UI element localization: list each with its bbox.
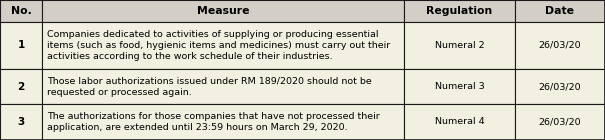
Text: Companies dedicated to activities of supplying or producing essential
items (suc: Companies dedicated to activities of sup… bbox=[47, 30, 390, 61]
Bar bbox=[0, 69, 42, 104]
Text: 26/03/20: 26/03/20 bbox=[538, 82, 581, 91]
Bar bbox=[515, 69, 605, 104]
Bar bbox=[515, 0, 605, 22]
Bar bbox=[0, 104, 42, 140]
Bar bbox=[0, 22, 42, 69]
Bar bbox=[515, 104, 605, 140]
Bar bbox=[404, 0, 515, 22]
Text: Numeral 2: Numeral 2 bbox=[434, 41, 485, 50]
Text: 2: 2 bbox=[18, 81, 25, 92]
Bar bbox=[42, 0, 404, 22]
Text: No.: No. bbox=[10, 6, 31, 16]
Text: Measure: Measure bbox=[197, 6, 249, 16]
Text: 3: 3 bbox=[18, 117, 25, 127]
Bar bbox=[515, 22, 605, 69]
Text: The authorizations for those companies that have not processed their
application: The authorizations for those companies t… bbox=[47, 112, 380, 132]
Text: 1: 1 bbox=[18, 40, 25, 51]
Bar bbox=[0, 0, 42, 22]
Bar bbox=[42, 104, 404, 140]
Text: Numeral 4: Numeral 4 bbox=[434, 117, 485, 127]
Text: Regulation: Regulation bbox=[427, 6, 492, 16]
Bar bbox=[404, 104, 515, 140]
Bar bbox=[42, 69, 404, 104]
Bar bbox=[404, 69, 515, 104]
Text: Date: Date bbox=[546, 6, 575, 16]
Text: Numeral 3: Numeral 3 bbox=[434, 82, 485, 91]
Text: Those labor authorizations issued under RM 189/2020 should not be
requested or p: Those labor authorizations issued under … bbox=[47, 76, 371, 97]
Text: 26/03/20: 26/03/20 bbox=[538, 41, 581, 50]
Text: 26/03/20: 26/03/20 bbox=[538, 117, 581, 127]
Bar bbox=[404, 22, 515, 69]
Bar bbox=[42, 22, 404, 69]
